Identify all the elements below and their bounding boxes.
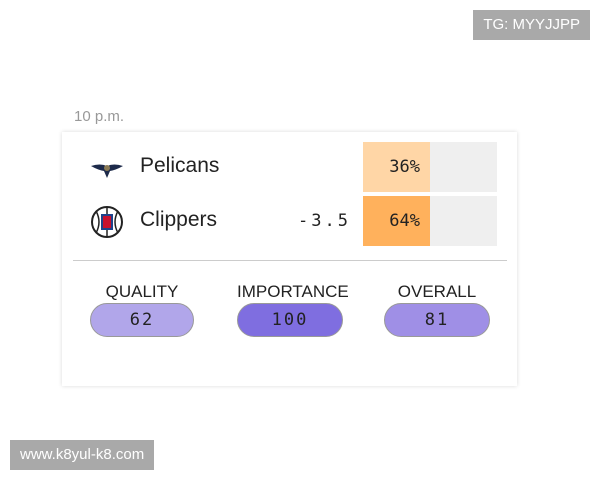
- metric-label: OVERALL: [397, 282, 477, 301]
- team-row-pelicans: Pelicans 36%: [62, 142, 517, 192]
- win-probability: 64%: [363, 196, 430, 246]
- metric-label: QUALITY: [105, 282, 179, 301]
- game-time: 10 p.m.: [74, 108, 125, 125]
- metric-value: 62: [90, 303, 194, 337]
- metric-value: 100: [237, 303, 343, 337]
- team-name: Clippers: [140, 208, 218, 231]
- watermark-bottom: www.k8yul-k8.com: [10, 440, 155, 470]
- win-probability-remainder: [430, 196, 497, 246]
- team-row-clippers: Clippers -3.5 64%: [62, 196, 517, 246]
- win-probability-remainder: [430, 142, 497, 192]
- metric-quality: QUALITY 62: [90, 282, 194, 337]
- metric-importance: IMPORTANCE 100: [237, 282, 349, 337]
- metric-value: 81: [384, 303, 490, 337]
- metric-overall: OVERALL 81: [384, 282, 490, 337]
- clippers-logo-icon: [91, 206, 123, 238]
- divider: [73, 260, 507, 261]
- pelicans-logo-icon: [91, 164, 123, 178]
- win-probability: 36%: [363, 142, 430, 192]
- team-name: Pelicans: [140, 154, 220, 177]
- game-card: Pelicans 36% Clippers -3.5 64% QUALITY 6…: [62, 132, 517, 386]
- watermark-top: TG: MYYJJPP: [473, 10, 590, 40]
- team-spread: -3.5: [298, 211, 351, 231]
- metric-label: IMPORTANCE: [237, 282, 349, 301]
